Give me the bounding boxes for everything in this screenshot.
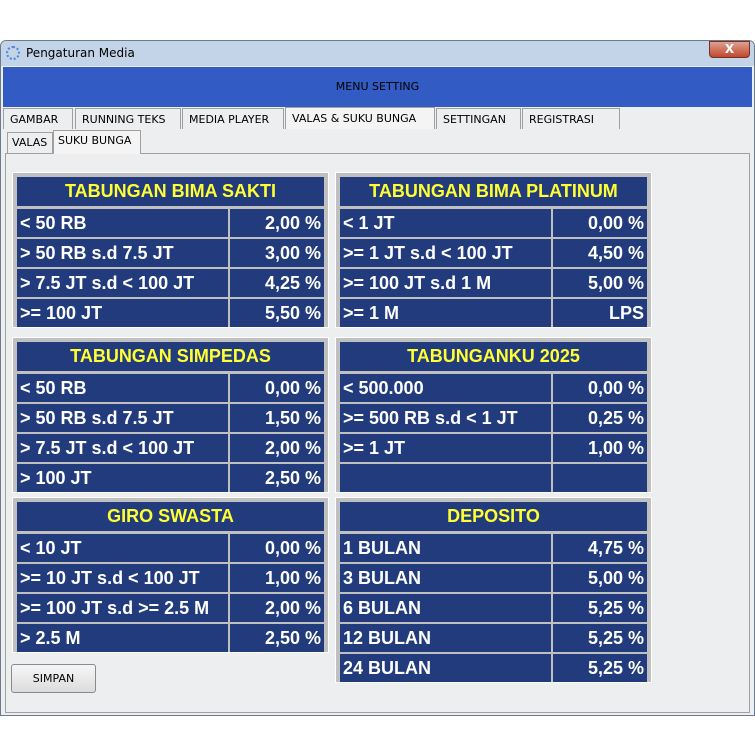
rate-tier-label: > 7.5 JT s.d < 100 JT	[17, 434, 228, 462]
window-title: Pengaturan Media	[26, 46, 135, 60]
tab-valas-suku-bunga[interactable]: VALAS & SUKU BUNGA	[285, 107, 435, 129]
rate-value: 1,50 %	[230, 404, 324, 432]
tab-running-teks[interactable]: RUNNING TEKS	[75, 108, 181, 129]
tab-media-player[interactable]: MEDIA PLAYER	[182, 108, 284, 129]
panel-title: TABUNGANKU 2025	[340, 342, 647, 371]
rate-tier-label: > 50 RB s.d 7.5 JT	[17, 239, 228, 267]
rate-panel: TABUNGANKU 2025 < 500.000 0,00 % >= 500 RB …	[335, 337, 652, 493]
rate-tier-label: > 7.5 JT s.d < 100 JT	[17, 269, 228, 297]
tab-settingan[interactable]: SETTINGAN	[436, 108, 521, 129]
rate-value: 4,50 %	[553, 239, 647, 267]
rate-tier-label: >= 100 JT	[17, 299, 228, 327]
tab-registrasi[interactable]: REGISTRASI	[522, 108, 620, 129]
rate-tier-label: < 500.000	[340, 374, 551, 402]
rate-value: 3,00 %	[230, 239, 324, 267]
title-bar: Pengaturan Media X	[1, 41, 754, 66]
rate-tier-label: < 10 JT	[17, 534, 228, 562]
rate-tier-label: 6 BULAN	[340, 594, 551, 622]
rate-value: 4,75 %	[553, 534, 647, 562]
rate-value: 5,00 %	[553, 269, 647, 297]
rate-value: 0,00 %	[230, 534, 324, 562]
rate-tier-label: >= 10 JT s.d < 100 JT	[17, 564, 228, 592]
rate-value: 0,00 %	[553, 209, 647, 237]
rate-value: 5,25 %	[553, 654, 647, 682]
rate-panel: TABUNGAN BIMA PLATINUM < 1 JT 0,00 % >= 1 J…	[335, 172, 652, 328]
rate-tier-label: >= 100 JT s.d 1 M	[340, 269, 551, 297]
simpan-button[interactable]: SIMPAN	[11, 664, 96, 693]
rate-tier-label: 12 BULAN	[340, 624, 551, 652]
panel-title: TABUNGAN BIMA SAKTI	[17, 177, 324, 206]
rate-tier-label: >= 1 JT	[340, 434, 551, 462]
rate-value: 4,25 %	[230, 269, 324, 297]
rate-tier-label: < 1 JT	[340, 209, 551, 237]
app-icon	[6, 46, 20, 60]
rate-value: 2,50 %	[230, 464, 324, 492]
rate-tier-label: > 2.5 M	[17, 624, 228, 652]
rate-value: 5,25 %	[553, 594, 647, 622]
subtab-suku-bunga[interactable]: SUKU BUNGA	[53, 130, 141, 154]
rate-panel: DEPOSITO 1 BULAN 4,75 % 3 BULAN 5,00 % 6 BULA…	[335, 497, 652, 683]
rate-tier-label	[340, 464, 551, 492]
panel-title: TABUNGAN SIMPEDAS	[17, 342, 324, 371]
rate-value: 5,25 %	[553, 624, 647, 652]
rate-tier-label: >= 1 JT s.d < 100 JT	[340, 239, 551, 267]
rate-value: 0,00 %	[230, 374, 324, 402]
rate-value: 5,50 %	[230, 299, 324, 327]
rate-value: 0,00 %	[553, 374, 647, 402]
rate-panel: GIRO SWASTA < 10 JT 0,00 % >= 10 JT s.d < 1…	[12, 497, 329, 653]
rate-tier-label: < 50 RB	[17, 209, 228, 237]
subtab-valas[interactable]: VALAS	[7, 132, 53, 154]
rate-panel: TABUNGAN BIMA SAKTI < 50 RB 2,00 % > 50 RB …	[12, 172, 329, 328]
rate-value: LPS	[553, 299, 647, 327]
panel-title: DEPOSITO	[340, 502, 647, 531]
rate-tier-label: > 50 RB s.d 7.5 JT	[17, 404, 228, 432]
rate-tier-label: 3 BULAN	[340, 564, 551, 592]
rate-panel: TABUNGAN SIMPEDAS < 50 RB 0,00 % > 50 RB s.…	[12, 337, 329, 493]
rate-value: 5,00 %	[553, 564, 647, 592]
rate-tier-label: >= 100 JT s.d >= 2.5 M	[17, 594, 228, 622]
rate-tier-label: 1 BULAN	[340, 534, 551, 562]
rate-value: 2,00 %	[230, 594, 324, 622]
rate-tier-label: < 50 RB	[17, 374, 228, 402]
panel-title: GIRO SWASTA	[17, 502, 324, 531]
rate-value: 2,00 %	[230, 434, 324, 462]
rate-value: 2,00 %	[230, 209, 324, 237]
rate-tier-label: >= 1 M	[340, 299, 551, 327]
rate-tier-label: >= 500 RB s.d < 1 JT	[340, 404, 551, 432]
panel-title: TABUNGAN BIMA PLATINUM	[340, 177, 647, 206]
tab-gambar[interactable]: GAMBAR	[3, 108, 73, 129]
rate-value	[553, 464, 647, 492]
rate-value: 2,50 %	[230, 624, 324, 652]
menu-header: MENU SETTING	[3, 67, 752, 107]
rate-tier-label: > 100 JT	[17, 464, 228, 492]
rate-value: 1,00 %	[553, 434, 647, 462]
rate-value: 1,00 %	[230, 564, 324, 592]
rate-value: 0,25 %	[553, 404, 647, 432]
close-button[interactable]: X	[709, 41, 750, 58]
rate-tier-label: 24 BULAN	[340, 654, 551, 682]
